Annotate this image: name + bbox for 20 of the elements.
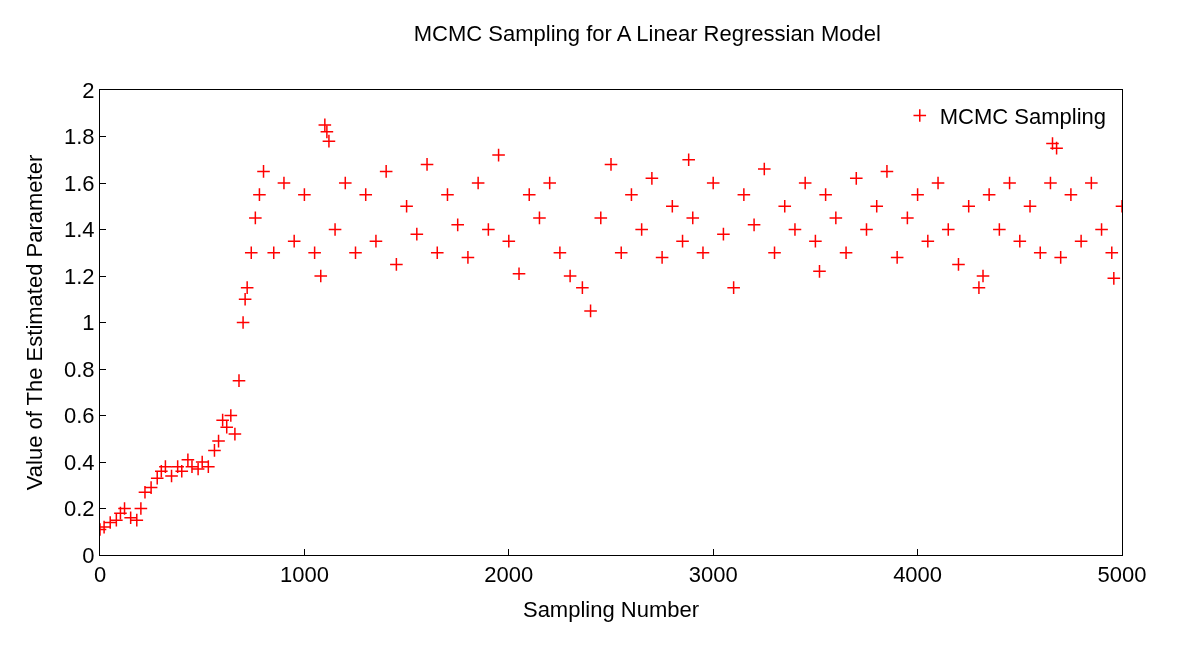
y-tick-label: 0.4 <box>64 449 95 475</box>
y-tick-label: 1.2 <box>64 263 95 289</box>
y-tick-label: 1.8 <box>64 124 95 150</box>
y-axis-title: Value of The Estimated Parameter <box>21 154 47 491</box>
legend-label: MCMC Sampling <box>939 104 1107 130</box>
y-tick-label: 2 <box>82 77 95 103</box>
y-tick-label: 1 <box>82 310 95 336</box>
y-tick-label: 1.4 <box>64 217 95 243</box>
chart-title: MCMC Sampling for A Linear Regressian Model <box>413 21 881 47</box>
x-tick-label: 1000 <box>279 562 329 588</box>
y-tick-label: 1.6 <box>64 170 95 196</box>
y-tick-label: 0.2 <box>64 496 95 522</box>
y-tick-label: 0 <box>82 542 95 568</box>
y-tick-label: 0.8 <box>64 356 95 382</box>
y-tick-label: 0.6 <box>64 403 95 429</box>
x-tick-label: 3000 <box>688 562 738 588</box>
x-axis-title: Sampling Number <box>522 597 700 623</box>
x-tick-label: 5000 <box>1097 562 1147 588</box>
x-tick-label: 4000 <box>893 562 943 588</box>
x-tick-label: 2000 <box>484 562 534 588</box>
